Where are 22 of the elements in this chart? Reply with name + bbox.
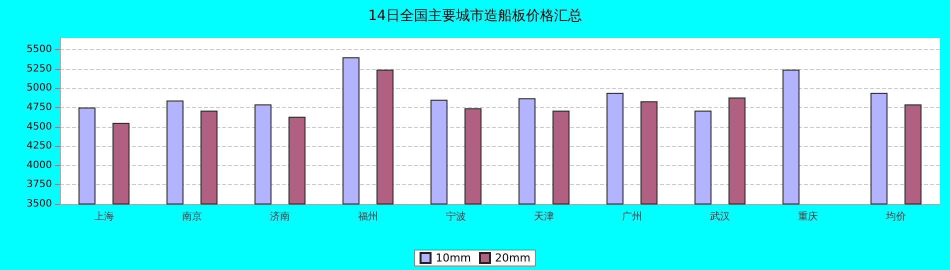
x-tick-label: 广州 [622, 210, 642, 222]
x-tick-label: 天津 [534, 210, 554, 222]
y-tick-label: 3750 [26, 179, 52, 190]
x-tick-label: 均价 [885, 210, 906, 222]
y-tick-label: 4750 [26, 102, 52, 113]
legend-label: 20mm [495, 252, 530, 264]
y-tick-label: 4500 [26, 121, 52, 132]
chart-title: 14日全国主要城市造船板价格汇总 [368, 8, 582, 24]
y-tick-label: 5500 [26, 44, 52, 56]
y-tick-label: 5000 [26, 82, 52, 94]
legend-label: 10mm [436, 252, 472, 264]
y-tick-label: 4250 [26, 140, 52, 152]
x-tick-label: 济南 [270, 210, 290, 222]
y-tick-label: 5250 [26, 63, 52, 74]
x-tick-label: 南京 [182, 210, 202, 222]
x-tick-label: 福州 [358, 210, 378, 222]
y-tick-label: 3500 [26, 198, 52, 210]
x-tick-label: 宁波 [446, 210, 466, 222]
x-tick-label: 武汉 [710, 210, 730, 222]
y-tick-label: 4000 [26, 160, 52, 171]
x-tick-label: 重庆 [798, 210, 818, 222]
x-tick-label: 上海 [94, 210, 114, 222]
